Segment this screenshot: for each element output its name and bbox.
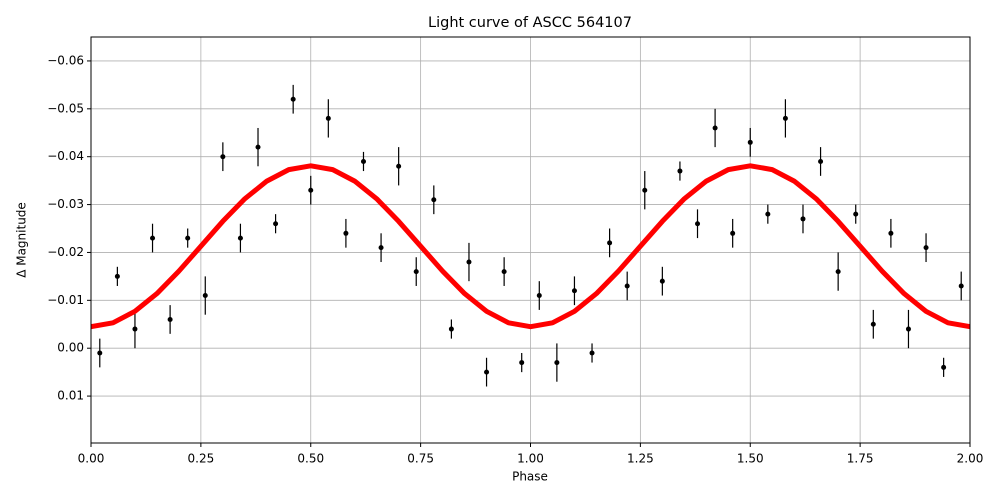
- data-point: [167, 316, 173, 322]
- data-point: [185, 235, 191, 241]
- y-tick-label: −0.03: [47, 197, 84, 211]
- data-point: [870, 321, 876, 327]
- data-point: [747, 139, 753, 145]
- data-point: [782, 115, 788, 121]
- data-point: [923, 245, 929, 251]
- y-tick-label: −0.02: [47, 245, 84, 259]
- data-point: [765, 211, 771, 217]
- data-point: [659, 278, 665, 284]
- data-point: [888, 230, 894, 236]
- data-point: [554, 360, 560, 366]
- data-point: [712, 125, 718, 131]
- plot-frame: [90, 36, 971, 444]
- data-point: [519, 360, 525, 366]
- data-point: [941, 364, 947, 370]
- data-point: [466, 259, 472, 265]
- data-point: [484, 369, 490, 375]
- x-tick-label: 1.00: [517, 452, 544, 466]
- data-point: [695, 221, 701, 227]
- data-point: [730, 230, 736, 236]
- data-point: [97, 350, 103, 356]
- x-tick-label: 0.75: [407, 452, 434, 466]
- data-point: [607, 240, 613, 246]
- data-point: [501, 269, 507, 275]
- x-tick-label: 0.50: [297, 452, 324, 466]
- data-point: [290, 96, 296, 102]
- data-point: [448, 326, 454, 332]
- chart-title: Light curve of ASCC 564107: [428, 15, 632, 31]
- y-tick-label: 0.00: [57, 341, 84, 355]
- data-point: [308, 187, 314, 193]
- data-point: [677, 168, 683, 174]
- data-point: [237, 235, 243, 241]
- data-point: [571, 288, 577, 294]
- y-tick-label: −0.05: [47, 101, 84, 115]
- data-point: [431, 197, 437, 203]
- y-tick-label: −0.01: [47, 293, 84, 307]
- data-point: [589, 350, 595, 356]
- data-point: [905, 326, 911, 332]
- data-point: [396, 163, 402, 169]
- y-tick-label: −0.06: [47, 53, 84, 67]
- x-axis-label: Phase: [512, 470, 548, 484]
- data-point: [220, 154, 226, 160]
- x-tick-label: 1.75: [847, 452, 874, 466]
- data-point: [255, 144, 261, 150]
- x-tick-label: 1.50: [737, 452, 764, 466]
- x-tick-label: 2.00: [957, 452, 984, 466]
- data-point: [325, 115, 331, 121]
- data-point: [835, 269, 841, 275]
- data-point: [642, 187, 648, 193]
- data-point: [360, 158, 366, 164]
- data-point: [150, 235, 156, 241]
- binned-curve: [91, 163, 970, 330]
- y-tick-label: −0.04: [47, 149, 84, 163]
- data-point: [958, 283, 964, 289]
- data-point: [114, 273, 120, 279]
- data-point: [800, 216, 806, 222]
- data-point: [413, 269, 419, 275]
- data-point: [853, 211, 859, 217]
- data-point: [202, 293, 208, 299]
- data-point: [624, 283, 630, 289]
- x-tick-label: 0.25: [188, 452, 215, 466]
- x-tick-label: 0.00: [78, 452, 105, 466]
- plot-area: [91, 84, 970, 387]
- data-point: [818, 158, 824, 164]
- x-tick-label: 1.25: [627, 452, 654, 466]
- data-point: [536, 293, 542, 299]
- data-point: [273, 221, 279, 227]
- data-point: [378, 245, 384, 251]
- data-point: [132, 326, 138, 332]
- data-point: [343, 230, 349, 236]
- y-axis-label: Δ Magnitude: [15, 202, 29, 278]
- y-tick-label: 0.01: [57, 389, 84, 403]
